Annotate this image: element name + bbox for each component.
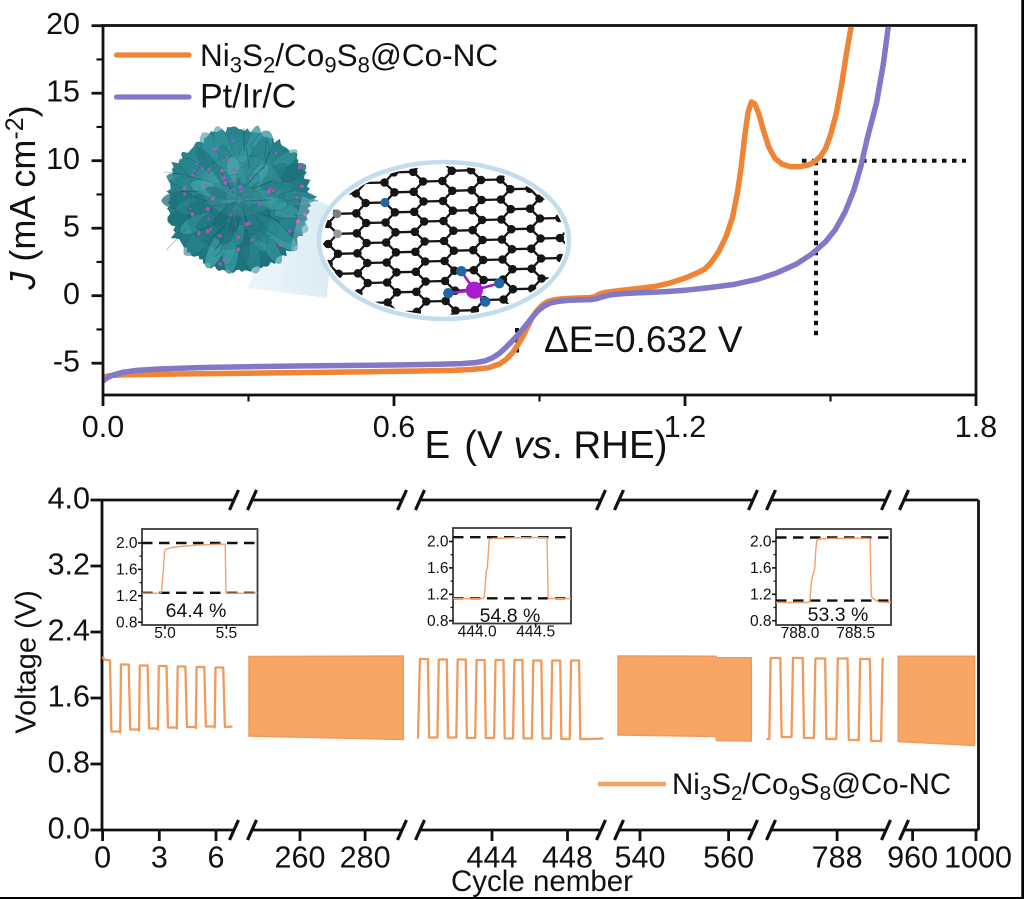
svg-text:Cycle nember: Cycle nember xyxy=(451,865,633,898)
svg-text:3: 3 xyxy=(151,841,168,875)
svg-text:1.6: 1.6 xyxy=(750,560,772,577)
svg-text:0.0: 0.0 xyxy=(82,410,124,444)
svg-text:0.0: 0.0 xyxy=(48,812,90,846)
svg-text:64.4 %: 64.4 % xyxy=(166,600,227,622)
svg-text:444.0: 444.0 xyxy=(458,624,497,641)
svg-text:5.5: 5.5 xyxy=(216,625,238,642)
svg-text:960: 960 xyxy=(887,841,938,875)
svg-text:15: 15 xyxy=(46,75,80,109)
svg-text:0.8: 0.8 xyxy=(427,613,449,630)
svg-text:788: 788 xyxy=(812,841,863,875)
svg-text:5: 5 xyxy=(63,210,80,244)
svg-text:0.6: 0.6 xyxy=(373,410,415,444)
svg-text:E(V vs. RHE): E (V vs. RHE) xyxy=(425,424,668,467)
svg-text:Voltage (V): Voltage (V) xyxy=(11,590,43,733)
svg-text:Ni3S2/Co9S8@Co-NC: Ni3S2/Co9S8@Co-NC xyxy=(200,37,498,77)
svg-text:Ni3S2/Co9S8@Co-NC: Ni3S2/Co9S8@Co-NC xyxy=(672,768,951,805)
svg-text:10: 10 xyxy=(46,142,80,176)
svg-text:444: 444 xyxy=(467,841,518,875)
svg-text:54.8 %: 54.8 % xyxy=(480,605,541,627)
svg-text:444.5: 444.5 xyxy=(516,624,555,641)
svg-text:1.6: 1.6 xyxy=(48,680,90,714)
svg-text:1.2: 1.2 xyxy=(427,587,449,604)
svg-text:20: 20 xyxy=(46,7,80,41)
svg-text:4.0: 4.0 xyxy=(48,482,90,516)
svg-text:Pt/Ir/C: Pt/Ir/C xyxy=(200,78,296,116)
svg-text:J (mA cm-2): J (mA cm-2) xyxy=(1,105,43,290)
svg-text:2.0: 2.0 xyxy=(116,535,138,552)
svg-text:448: 448 xyxy=(542,841,593,875)
svg-text:0.8: 0.8 xyxy=(48,746,90,780)
svg-text:0: 0 xyxy=(94,841,111,875)
svg-text:ΔE=0.632 V: ΔE=0.632 V xyxy=(544,319,743,360)
svg-text:0: 0 xyxy=(63,277,80,311)
svg-text:3.2: 3.2 xyxy=(48,548,90,582)
svg-text:6: 6 xyxy=(208,841,225,875)
svg-text:1.6: 1.6 xyxy=(427,560,449,577)
svg-text:1.2: 1.2 xyxy=(116,588,138,605)
svg-text:-5: -5 xyxy=(53,345,80,379)
svg-text:53.3 %: 53.3 % xyxy=(808,604,869,626)
svg-text:5.0: 5.0 xyxy=(154,625,176,642)
svg-text:0.8: 0.8 xyxy=(116,614,138,631)
svg-text:1.6: 1.6 xyxy=(116,562,138,579)
svg-text:2.0: 2.0 xyxy=(427,534,449,551)
svg-text:0.8: 0.8 xyxy=(750,613,772,630)
svg-text:280: 280 xyxy=(340,841,391,875)
svg-text:1000: 1000 xyxy=(944,841,1012,875)
svg-text:260: 260 xyxy=(275,841,326,875)
svg-text:2.4: 2.4 xyxy=(48,614,90,648)
svg-text:1.2: 1.2 xyxy=(664,410,706,444)
svg-text:540: 540 xyxy=(615,841,666,875)
svg-text:1.2: 1.2 xyxy=(750,587,772,604)
svg-text:2.0: 2.0 xyxy=(750,534,772,551)
svg-text:1.8: 1.8 xyxy=(955,410,997,444)
svg-text:788.5: 788.5 xyxy=(836,625,875,642)
svg-text:560: 560 xyxy=(703,841,754,875)
svg-text:788.0: 788.0 xyxy=(781,625,820,642)
